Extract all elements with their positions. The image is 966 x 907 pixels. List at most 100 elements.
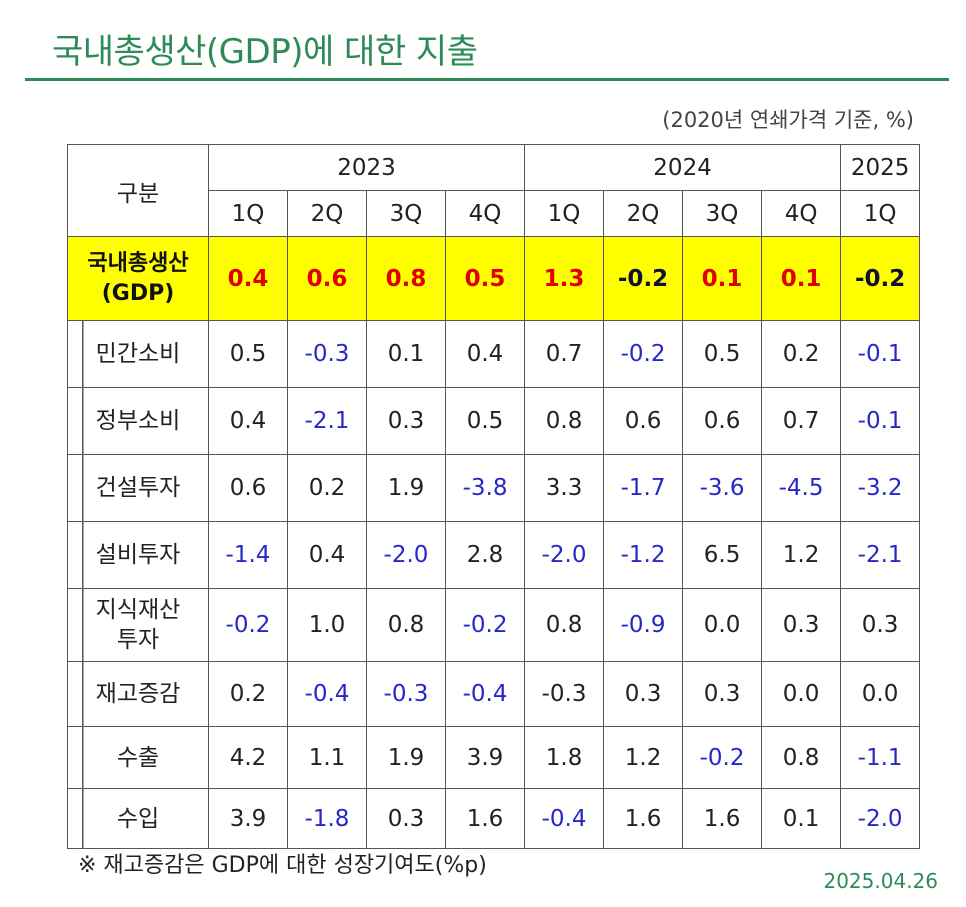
value-cell: 0.3 — [761, 588, 842, 662]
value-cell: 0.3 — [840, 588, 921, 662]
gdp-expenditure-table: 구분 2023 2024 2025 1Q 2Q 3Q 4Q 1Q 2Q 3Q 4… — [67, 144, 921, 849]
row-label: 재고증감 — [67, 661, 209, 727]
value-cell: 6.5 — [682, 521, 763, 589]
quarter-header: 4Q — [761, 190, 842, 237]
value-cell: 0.2 — [761, 320, 842, 388]
value-cell: 1.2 — [761, 521, 842, 589]
gdp-label-line2: (GDP) — [101, 280, 175, 306]
quarter-header: 1Q — [208, 190, 288, 237]
value-cell: -3.6 — [682, 454, 763, 522]
row-label: 수출 — [67, 726, 209, 789]
value-cell: -2.1 — [287, 387, 367, 455]
table-row: 설비투자 -1.4 0.4 -2.0 2.8 -2.0 -1.2 6.5 1.2 -2.1 — [67, 521, 921, 589]
value-cell: 0.8 — [524, 588, 605, 662]
value-cell: 0.4 — [208, 387, 288, 455]
value-cell: -0.2 — [444, 588, 526, 662]
title-divider — [25, 78, 949, 81]
value-cell: -1.7 — [603, 454, 684, 522]
quarter-header: 1Q — [524, 190, 605, 237]
publish-date: 2025.04.26 — [823, 869, 938, 893]
value-cell: 0.3 — [366, 387, 446, 455]
value-cell: 1.6 — [603, 788, 684, 849]
value-cell: 0.7 — [524, 320, 605, 388]
value-cell: -2.0 — [524, 521, 605, 589]
row-label-line1: 지식재산 — [95, 597, 181, 623]
value-cell: 0.6 — [603, 387, 684, 455]
quarter-header: 3Q — [682, 190, 763, 237]
value-cell: 0.5 — [208, 320, 288, 388]
value-cell: -0.4 — [524, 788, 605, 849]
gdp-value-cell: 0.5 — [444, 236, 526, 321]
gdp-label-line1: 국내총생산 — [87, 250, 189, 276]
value-cell: 4.2 — [208, 726, 288, 789]
table-row: 지식재산 투자 -0.2 1.0 0.8 -0.2 0.8 -0.9 0.0 0.3 0.3 — [67, 588, 921, 662]
value-cell: -2.0 — [840, 788, 921, 849]
footnote: ※ 재고증감은 GDP에 대한 성장기여도(%p) — [78, 853, 487, 878]
value-cell: -0.1 — [840, 320, 921, 388]
value-cell: 0.1 — [761, 788, 842, 849]
value-cell: 0.8 — [761, 726, 842, 789]
row-label-line2: 투자 — [116, 627, 160, 653]
value-cell: -2.0 — [366, 521, 446, 589]
page-title: 국내총생산(GDP)에 대한 지출 — [52, 32, 478, 72]
value-cell: -3.2 — [840, 454, 921, 522]
value-cell: -0.1 — [840, 387, 921, 455]
year-header: 2023 — [207, 144, 526, 191]
value-cell: 0.2 — [287, 454, 367, 522]
gdp-row-label: 국내총생산 (GDP) — [67, 236, 209, 321]
value-cell: -4.5 — [761, 454, 842, 522]
value-cell: -0.9 — [603, 588, 684, 662]
value-cell: 1.9 — [366, 726, 446, 789]
value-cell: -0.3 — [366, 661, 446, 727]
value-cell: 0.8 — [366, 588, 446, 662]
table-row: 수출 4.2 1.1 1.9 3.9 1.8 1.2 -0.2 0.8 -1.1 — [67, 726, 921, 789]
table-row: 정부소비 0.4 -2.1 0.3 0.5 0.8 0.6 0.6 0.7 -0.1 — [67, 387, 921, 455]
value-cell: -0.2 — [682, 726, 763, 789]
value-cell: 1.9 — [366, 454, 446, 522]
value-cell: 0.0 — [682, 588, 763, 662]
row-label: 수입 — [67, 788, 209, 849]
table-row: 민간소비 0.5 -0.3 0.1 0.4 0.7 -0.2 0.5 0.2 -0.1 — [67, 320, 921, 388]
value-cell: -1.4 — [208, 521, 288, 589]
value-cell: 1.1 — [287, 726, 367, 789]
row-label: 건설투자 — [67, 454, 209, 522]
gdp-row: 국내총생산 (GDP) 0.4 0.6 0.8 0.5 1.3 -0.2 0.1… — [67, 236, 921, 321]
value-cell: 1.0 — [287, 588, 367, 662]
unit-note: (2020년 연쇄가격 기준, %) — [662, 108, 914, 132]
value-cell: 0.5 — [682, 320, 763, 388]
table-row: 수입 3.9 -1.8 0.3 1.6 -0.4 1.6 1.6 0.1 -2.0 — [67, 788, 921, 849]
value-cell: -1.8 — [287, 788, 367, 849]
year-header: 2025 — [840, 144, 921, 191]
value-cell: -0.3 — [287, 320, 367, 388]
value-cell: -1.2 — [603, 521, 684, 589]
value-cell: 0.3 — [682, 661, 763, 727]
value-cell: -0.2 — [603, 320, 684, 388]
gdp-value-cell: -0.2 — [840, 236, 921, 321]
value-cell: 3.3 — [524, 454, 605, 522]
row-label: 정부소비 — [67, 387, 209, 455]
value-cell: 0.4 — [444, 320, 526, 388]
value-cell: 1.6 — [682, 788, 763, 849]
value-cell: 0.8 — [524, 387, 605, 455]
gdp-value-cell: 0.8 — [366, 236, 446, 321]
value-cell: 0.2 — [208, 661, 288, 727]
value-cell: -2.1 — [840, 521, 921, 589]
value-cell: -0.3 — [524, 661, 605, 727]
gdp-value-cell: 0.4 — [208, 236, 288, 321]
value-cell: 3.9 — [208, 788, 288, 849]
row-label: 민간소비 — [67, 320, 209, 388]
quarter-header: 2Q — [603, 190, 684, 237]
value-cell: -3.8 — [444, 454, 526, 522]
value-cell: 0.6 — [208, 454, 288, 522]
quarter-header: 3Q — [366, 190, 446, 237]
value-cell: 1.2 — [603, 726, 684, 789]
value-cell: -0.4 — [444, 661, 526, 727]
value-cell: 1.8 — [524, 726, 605, 789]
gdp-value-cell: 0.6 — [287, 236, 367, 321]
value-cell: -1.1 — [840, 726, 921, 789]
value-cell: 1.6 — [444, 788, 526, 849]
gdp-value-cell: 0.1 — [761, 236, 842, 321]
category-header: 구분 — [67, 144, 209, 237]
value-cell: 0.0 — [761, 661, 842, 727]
